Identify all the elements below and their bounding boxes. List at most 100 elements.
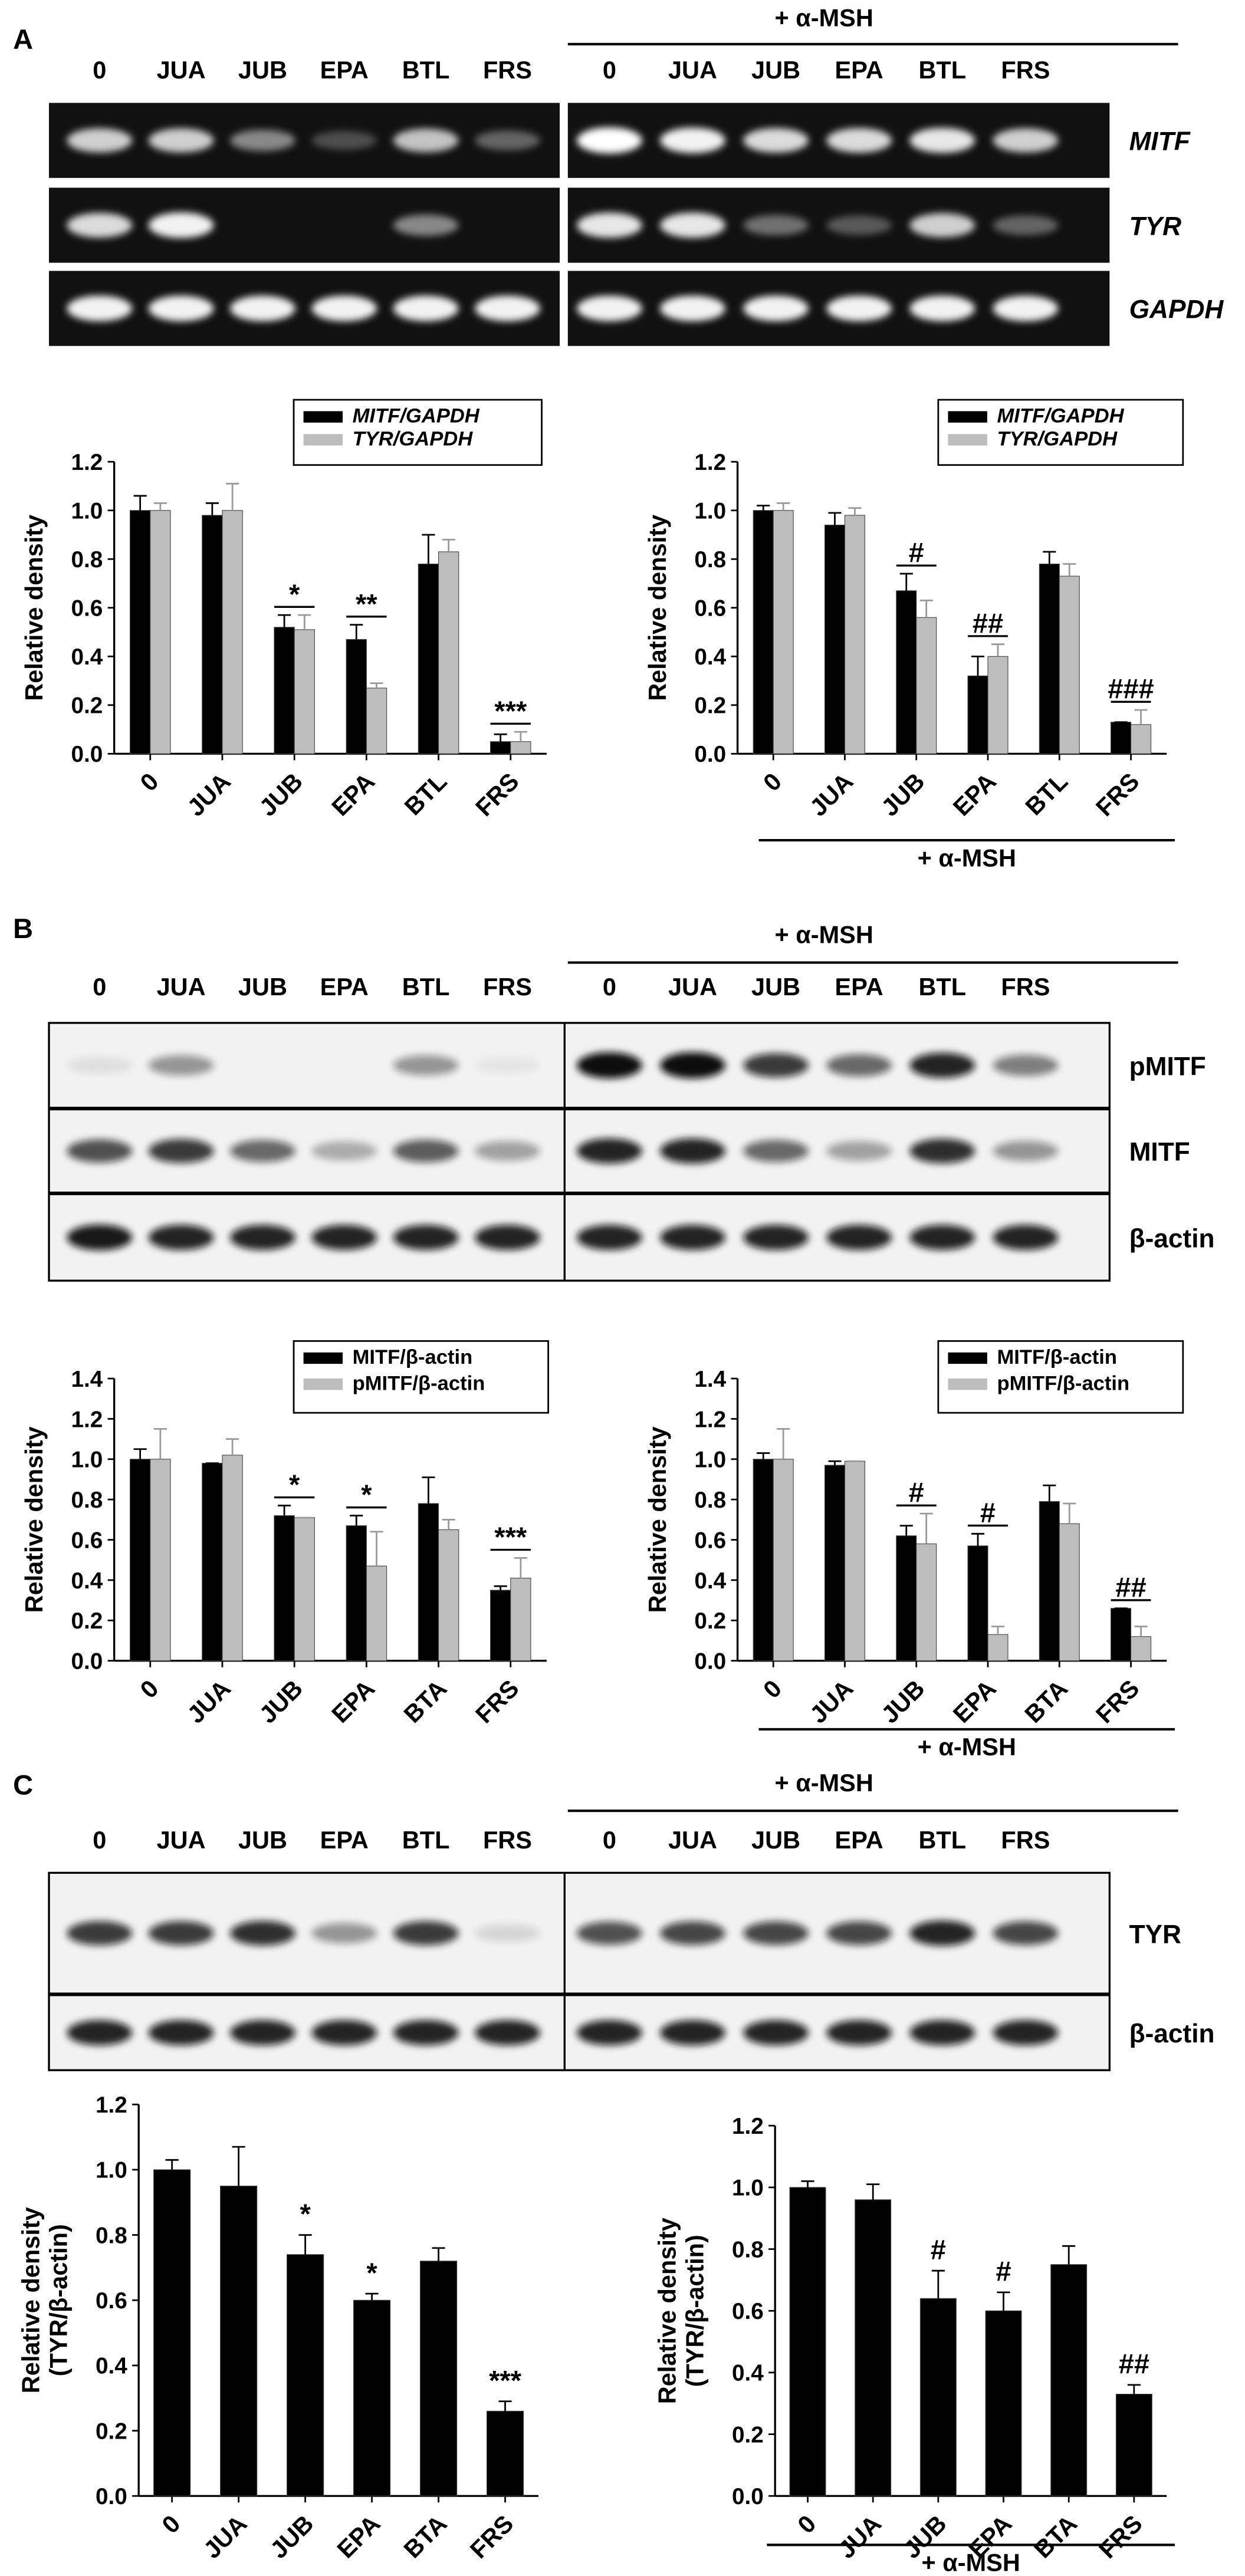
- blot-band: [393, 1139, 459, 1163]
- significance-label: #: [909, 537, 924, 568]
- significance-label: ##: [1119, 2348, 1149, 2379]
- lane-label: FRS: [483, 973, 532, 1001]
- bar: [438, 551, 459, 754]
- error-bar: [298, 614, 311, 630]
- error-bar: [1063, 563, 1076, 577]
- blot-band: [909, 1139, 975, 1163]
- blot-band: [826, 1225, 892, 1251]
- blot-band: [577, 2020, 642, 2045]
- blot-band: [475, 130, 540, 150]
- blot-band: [393, 2020, 459, 2045]
- error-bar: [866, 2183, 880, 2200]
- y-axis-label: Relative density: [20, 1426, 48, 1613]
- y-tick-label: 0.2: [732, 2422, 764, 2447]
- blot-band: [393, 295, 459, 321]
- bar: [366, 1565, 387, 1662]
- y-tick-label: 0.8: [732, 2237, 764, 2262]
- error-bar: [514, 1557, 527, 1578]
- blot-band: [577, 127, 642, 154]
- y-axis-label: Relative density: [653, 2218, 681, 2404]
- blot-row-label: MITF: [1129, 127, 1191, 156]
- blot-band: [230, 130, 295, 152]
- treatment-label: + α-MSH: [775, 4, 873, 31]
- bar: [490, 1590, 511, 1662]
- y-tick-label: 0.6: [732, 2299, 764, 2324]
- bar: [987, 656, 1009, 754]
- y-tick-label: 1.0: [694, 1447, 726, 1473]
- blot-band: [660, 212, 725, 238]
- y-tick-label: 0.6: [71, 596, 103, 621]
- blot-band: [148, 2020, 214, 2045]
- y-tick-label: 0.8: [96, 2223, 127, 2248]
- bar: [419, 2261, 458, 2496]
- significance-label: *: [361, 1479, 372, 1510]
- significance-label: #: [931, 2234, 946, 2265]
- y-axis-label: Relative density: [643, 515, 671, 701]
- blot-band: [577, 1052, 642, 1078]
- blot-band: [67, 1225, 133, 1251]
- bar: [294, 629, 315, 754]
- lane-label: EPA: [320, 973, 369, 1001]
- panel-label: B: [13, 913, 33, 944]
- y-tick-label: 0.2: [694, 693, 726, 719]
- x-group-label: + α-MSH: [922, 2549, 1020, 2576]
- legend-label: MITF/GAPDH: [353, 405, 480, 427]
- blot-band: [393, 129, 459, 153]
- blot-band: [393, 215, 459, 236]
- blot-band: [475, 1924, 540, 1942]
- bar: [985, 2310, 1022, 2496]
- blot-band: [993, 1054, 1059, 1076]
- y-tick-label: 1.0: [71, 499, 103, 524]
- y-tick-label: 0.2: [71, 1608, 103, 1634]
- bar: [896, 590, 917, 754]
- error-bar: [919, 1512, 933, 1544]
- bar: [353, 2299, 391, 2496]
- lane-label: EPA: [835, 56, 883, 84]
- blot-band: [230, 2020, 295, 2045]
- bar: [773, 510, 794, 754]
- significance-label: #: [996, 2255, 1011, 2287]
- blot-band: [909, 1225, 975, 1251]
- error-bar: [350, 624, 363, 640]
- lane-label: EPA: [320, 56, 369, 84]
- y-tick-label: 0.8: [694, 1488, 726, 1513]
- panel-label: A: [13, 24, 33, 55]
- panel-label: C: [13, 1769, 33, 1801]
- blot-band: [826, 295, 892, 321]
- legend-swatch: [303, 434, 343, 446]
- error-bar: [828, 1460, 842, 1466]
- bar: [510, 1577, 531, 1662]
- error-bar: [205, 502, 219, 515]
- blot-band: [909, 295, 975, 321]
- y-tick-label: 0.0: [732, 2484, 764, 2509]
- bar: [919, 2298, 957, 2496]
- bar: [274, 627, 295, 754]
- error-bar: [226, 482, 239, 511]
- legend-swatch: [948, 411, 987, 423]
- error-bar: [226, 1438, 239, 1455]
- significance-label: ***: [489, 2364, 522, 2396]
- bar: [286, 2254, 324, 2496]
- lane-label: FRS: [483, 1826, 532, 1854]
- error-bar: [422, 1476, 435, 1504]
- y-tick-label: 0.6: [71, 1528, 103, 1553]
- y-tick-label: 1.0: [71, 1447, 103, 1473]
- bar: [222, 510, 243, 754]
- blot-row-label: β-actin: [1129, 1224, 1215, 1253]
- blot-band: [148, 1225, 214, 1251]
- y-tick-label: 0.0: [71, 1649, 103, 1674]
- y-tick-label: 0.4: [71, 644, 103, 670]
- bar: [438, 1529, 459, 1662]
- blot-band: [311, 1923, 377, 1943]
- error-bar: [1062, 2245, 1076, 2265]
- error-bar: [997, 2291, 1010, 2311]
- blot-band: [743, 1140, 809, 1162]
- blot-band: [743, 128, 809, 153]
- y-tick-label: 0.0: [694, 742, 726, 767]
- error-bar: [757, 1452, 770, 1459]
- blot-band: [67, 213, 133, 238]
- legend-label: pMITF/β-actin: [353, 1372, 485, 1394]
- lane-label: FRS: [1001, 973, 1050, 1001]
- blot-band: [660, 1052, 725, 1078]
